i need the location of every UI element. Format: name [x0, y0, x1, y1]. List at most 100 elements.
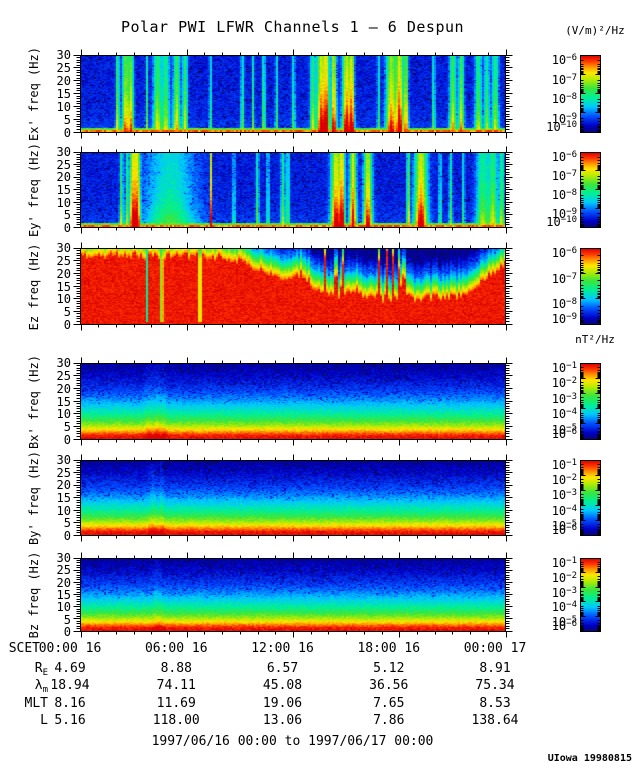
colorbar-tick-label-ey-3: 10−9 — [551, 207, 577, 221]
ytick-label-by-30: 30 — [56, 453, 71, 467]
axis-frame-ez — [73, 242, 513, 331]
colorbar-tick-label-ey-4: 10−10 — [546, 215, 577, 229]
ephemeris-value-0-3: 5.12 — [373, 661, 405, 676]
colorbar-tick-label-ez-0: 10−6 — [551, 246, 577, 260]
ephemeris-value-2-1: 11.69 — [156, 696, 196, 711]
colorbar-tick-label-bx-5: 10−6 — [551, 427, 577, 441]
ephemeris-value-3-1: 118.00 — [152, 713, 200, 728]
colorbar-tick-label-ey-2: 10−8 — [551, 188, 577, 202]
colorbar-tick-label-by-0: 10−1 — [551, 458, 577, 472]
colorbar-tick-label-ey-0: 10−6 — [551, 150, 577, 164]
ytick-label-bx-30: 30 — [56, 356, 71, 370]
colorbar-frame-ey — [580, 152, 601, 228]
ytick-label-bz-15: 15 — [56, 588, 71, 602]
ephemeris-value-2-4: 8.53 — [479, 696, 511, 711]
ephemeris-value-1-1: 74.11 — [156, 678, 196, 693]
time-tick-label-0: 00:00 16 — [38, 641, 102, 656]
ephemeris-value-1-0: 18.94 — [50, 678, 90, 693]
ephemeris-value-2-2: 19.06 — [262, 696, 303, 711]
ephemeris-row-label-3: L — [40, 713, 48, 728]
ytick-label-bx-10: 10 — [56, 407, 71, 422]
ytick-label-ex-25: 25 — [56, 61, 71, 75]
ephemeris-value-2-3: 7.65 — [373, 696, 405, 711]
ephemeris-value-0-2: 6.57 — [266, 661, 299, 676]
colorbar-tick-label-bz-4: 10−5 — [551, 615, 577, 630]
ytick-label-ey-20: 20 — [56, 170, 71, 185]
ephemeris-value-0-4: 8.91 — [479, 661, 511, 676]
colorbar-tick-label-ey-1: 10−7 — [551, 169, 577, 183]
time-tick-label-1: 06:00 16 — [144, 641, 208, 656]
axis-frame-ey — [73, 146, 513, 234]
y-axis-label-by: By' freq (Hz) — [27, 451, 41, 545]
y-axis-label-ez: Ez freq (Hz) — [27, 243, 41, 330]
ytick-label-ey-10: 10 — [56, 195, 71, 210]
ytick-label-bx-15: 15 — [56, 394, 71, 409]
colorbar-tick-label-bx-2: 10−3 — [551, 391, 577, 406]
ephemeris-value-3-2: 13.06 — [262, 713, 303, 728]
ephemeris-value-1-3: 36.56 — [369, 678, 409, 693]
axis-frame-by — [73, 454, 513, 542]
spectrogram-canvas-bz — [80, 558, 505, 632]
axis-frame-ex — [73, 49, 513, 139]
colorbar-tick-label-ez-1: 10−7 — [551, 271, 577, 286]
ytick-label-bz-25: 25 — [56, 563, 71, 578]
colorbar-tick-label-bz-0: 10−1 — [551, 556, 577, 570]
colorbar-tick-label-ex-0: 10−6 — [551, 53, 577, 67]
ytick-label-ey-0: 0 — [63, 221, 71, 235]
ytick-label-ey-5: 5 — [63, 208, 71, 223]
ytick-label-bz-30: 30 — [56, 551, 71, 565]
time-tick-label-2: 12:00 16 — [251, 641, 314, 656]
spectrogram-canvas-bx — [80, 363, 505, 440]
ytick-label-ex-30: 30 — [56, 48, 71, 62]
ytick-label-by-5: 5 — [63, 516, 71, 531]
spectrogram-canvas-ex — [80, 55, 505, 133]
colorbar-canvas-by — [580, 460, 600, 536]
ephemeris-row-label-2: MLT — [24, 696, 48, 711]
spectrogram-canvas-ey — [80, 152, 505, 228]
colorbar-tick-label-bx-0: 10−1 — [551, 361, 577, 375]
ephemeris-row-label-1: λm — [34, 678, 48, 695]
time-tick-label-4: 00:00 17 — [463, 641, 527, 656]
ephemeris-row-label-0: RE — [34, 661, 48, 678]
colorbar-tick-label-by-5: 10−6 — [551, 523, 577, 537]
ytick-label-ez-30: 30 — [56, 241, 71, 255]
ytick-label-ey-15: 15 — [56, 183, 71, 197]
colorbar-tick-label-ex-1: 10−7 — [551, 72, 577, 87]
ytick-label-bx-20: 20 — [56, 381, 71, 396]
ytick-label-by-10: 10 — [56, 503, 71, 518]
ytick-label-ez-25: 25 — [56, 253, 71, 268]
ytick-label-by-15: 15 — [56, 491, 71, 505]
ytick-label-ex-0: 0 — [63, 126, 71, 140]
colorbar-tick-label-by-1: 10−2 — [551, 473, 577, 488]
time-range-label: 1997/06/16 00:00 to 1997/06/17 00:00 — [151, 734, 434, 749]
ephemeris-value-3-0: 5.16 — [54, 713, 86, 728]
colorbar-tick-label-bx-3: 10−4 — [551, 407, 577, 422]
ytick-label-ex-5: 5 — [63, 113, 71, 127]
axis-frame-bx — [73, 357, 513, 446]
spectrogram-canvas-ez — [80, 248, 505, 325]
y-axis-label-ex: Ex' freq (Hz) — [27, 47, 41, 141]
colorbar-canvas-bx — [580, 363, 600, 440]
colorbar-tick-label-ez-3: 10−9 — [551, 312, 577, 326]
colorbar-tick-label-ex-3: 10−9 — [551, 111, 577, 126]
ytick-label-by-20: 20 — [56, 478, 71, 493]
ytick-label-bz-0: 0 — [63, 625, 71, 639]
ytick-label-ez-0: 0 — [63, 318, 71, 332]
colorbar-frame-by — [580, 460, 601, 536]
colorbar-canvas-ez — [580, 248, 600, 325]
ytick-label-bz-10: 10 — [56, 600, 71, 615]
colorbar-tick-label-bz-1: 10−2 — [551, 570, 577, 585]
ephemeris-value-3-3: 7.86 — [373, 713, 405, 728]
ytick-label-bx-25: 25 — [56, 368, 71, 383]
ephemeris-value-0-0: 4.69 — [54, 661, 86, 676]
electric-units-label: (V/m)²/Hz — [565, 24, 625, 37]
colorbar-frame-ez — [580, 248, 601, 325]
colorbar-tick-label-ex-4: 10−10 — [546, 120, 577, 134]
ytick-label-bz-20: 20 — [56, 575, 71, 590]
ytick-label-ez-10: 10 — [56, 292, 71, 307]
ytick-label-ez-20: 20 — [56, 266, 71, 281]
ytick-label-ez-5: 5 — [63, 305, 71, 320]
y-axis-label-bx: Bx' freq (Hz) — [27, 354, 41, 449]
credit-label: UIowa 19980815 — [547, 753, 632, 764]
